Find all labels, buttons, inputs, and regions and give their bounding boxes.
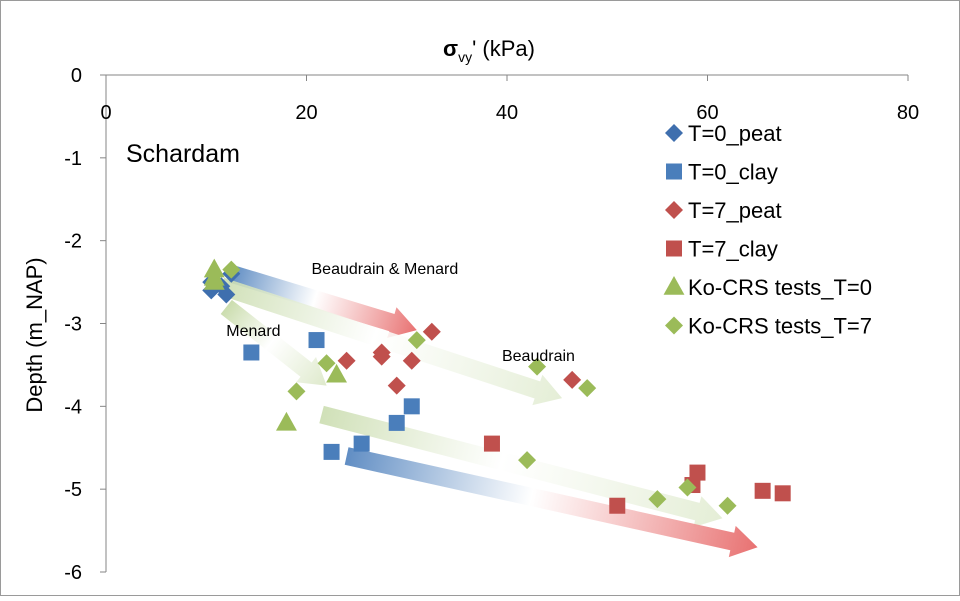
- legend-marker: [665, 316, 683, 335]
- data-point: [323, 443, 340, 460]
- data-point: [217, 285, 236, 304]
- legend-marker: [663, 276, 685, 295]
- y-tick-label: -2: [64, 231, 82, 253]
- data-point: [402, 351, 421, 370]
- legend-marker: [666, 240, 682, 257]
- x-axis-title-symbol: σ: [443, 36, 458, 61]
- data-point: [678, 478, 697, 497]
- data-point: [243, 344, 260, 361]
- data-point: [648, 490, 667, 509]
- x-tick-label: 0: [100, 102, 111, 124]
- data-point: [483, 435, 500, 452]
- data-point: [528, 357, 547, 376]
- annotation-label: Beaudrain & Menard: [312, 261, 459, 278]
- data-point: [578, 379, 597, 398]
- series-group: [337, 322, 582, 395]
- y-tick-label: -4: [64, 396, 82, 418]
- data-point: [388, 414, 405, 431]
- data-point: [774, 485, 791, 502]
- y-tick-label: 0: [71, 65, 82, 87]
- data-point: [689, 464, 706, 481]
- data-point: [422, 322, 441, 341]
- data-point: [718, 496, 737, 515]
- legend-marker: [666, 163, 682, 180]
- legend-item: T=7_peat: [665, 198, 782, 223]
- data-point: [308, 332, 325, 349]
- annotation-arrows: [218, 265, 758, 558]
- legend-item: Ko-CRS tests_T=0: [663, 275, 872, 300]
- y-tick-label: -3: [64, 314, 82, 336]
- data-point: [353, 435, 370, 452]
- data-point: [403, 398, 420, 415]
- y-tick-label: -1: [64, 148, 82, 170]
- annotation-labels: Beaudrain & Menard Menard Beaudrain: [226, 261, 575, 365]
- legend-label: T=0_clay: [688, 160, 778, 185]
- x-axis-title-subscript: vy: [458, 49, 472, 65]
- legend-label: T=7_clay: [688, 237, 778, 262]
- annotation-arrow: [228, 265, 417, 338]
- legend-item: T=7_clay: [666, 237, 778, 262]
- data-point: [287, 382, 306, 401]
- annotation-arrow: [220, 299, 327, 386]
- data-point: [518, 451, 537, 470]
- x-tick-label: 80: [897, 102, 919, 124]
- series-group: [203, 258, 348, 431]
- annotation-label: Menard: [226, 323, 280, 340]
- legend-marker: [665, 201, 683, 219]
- legend-marker: [665, 124, 683, 142]
- data-point: [563, 370, 582, 389]
- data-point: [317, 354, 336, 373]
- x-axis-title: σvy' (kPa): [443, 36, 535, 65]
- data-point: [203, 271, 225, 290]
- annotation-label: Beaudrain: [502, 348, 575, 365]
- x-tick-label: 20: [295, 102, 317, 124]
- series-group: [222, 260, 737, 515]
- x-axis-title-unit: ' (kPa): [472, 36, 535, 61]
- data-point: [387, 376, 406, 395]
- data-points: [202, 258, 791, 515]
- axes: 0 20 40 60 80 0 -1 -2 -3 -4 -5 -6: [64, 65, 919, 584]
- legend-item: Ko-CRS tests_T=7: [665, 314, 872, 339]
- x-tick-label: 40: [496, 102, 518, 124]
- data-point: [609, 497, 626, 514]
- legend-label: Ko-CRS tests_T=0: [688, 275, 872, 300]
- legend-label: Ko-CRS tests_T=7: [688, 314, 872, 339]
- data-point: [337, 351, 356, 370]
- data-point: [326, 363, 348, 383]
- legend: T=0_peat T=0_clay T=7_peat T=7_clay Ko-CRS t…: [663, 121, 872, 339]
- legend-label: T=0_peat: [688, 121, 782, 146]
- legend-item: T=0_peat: [665, 121, 782, 146]
- series-group: [243, 332, 420, 460]
- site-label: Schardam: [126, 140, 240, 168]
- data-point: [372, 347, 391, 366]
- data-point: [754, 482, 771, 499]
- legend-item: T=0_clay: [666, 160, 778, 185]
- data-point: [222, 260, 241, 279]
- data-point: [407, 331, 426, 350]
- y-tick-label: -5: [64, 479, 82, 501]
- y-tick-label: -6: [64, 562, 82, 584]
- legend-label: T=7_peat: [688, 198, 782, 223]
- data-point: [276, 411, 297, 431]
- annotation-arrow: [218, 277, 563, 406]
- annotation-arrow: [319, 405, 723, 528]
- y-axis-title: Depth (m_NAP): [22, 257, 47, 412]
- annotation-arrow: [344, 447, 758, 558]
- x-tick-label: 60: [696, 102, 718, 124]
